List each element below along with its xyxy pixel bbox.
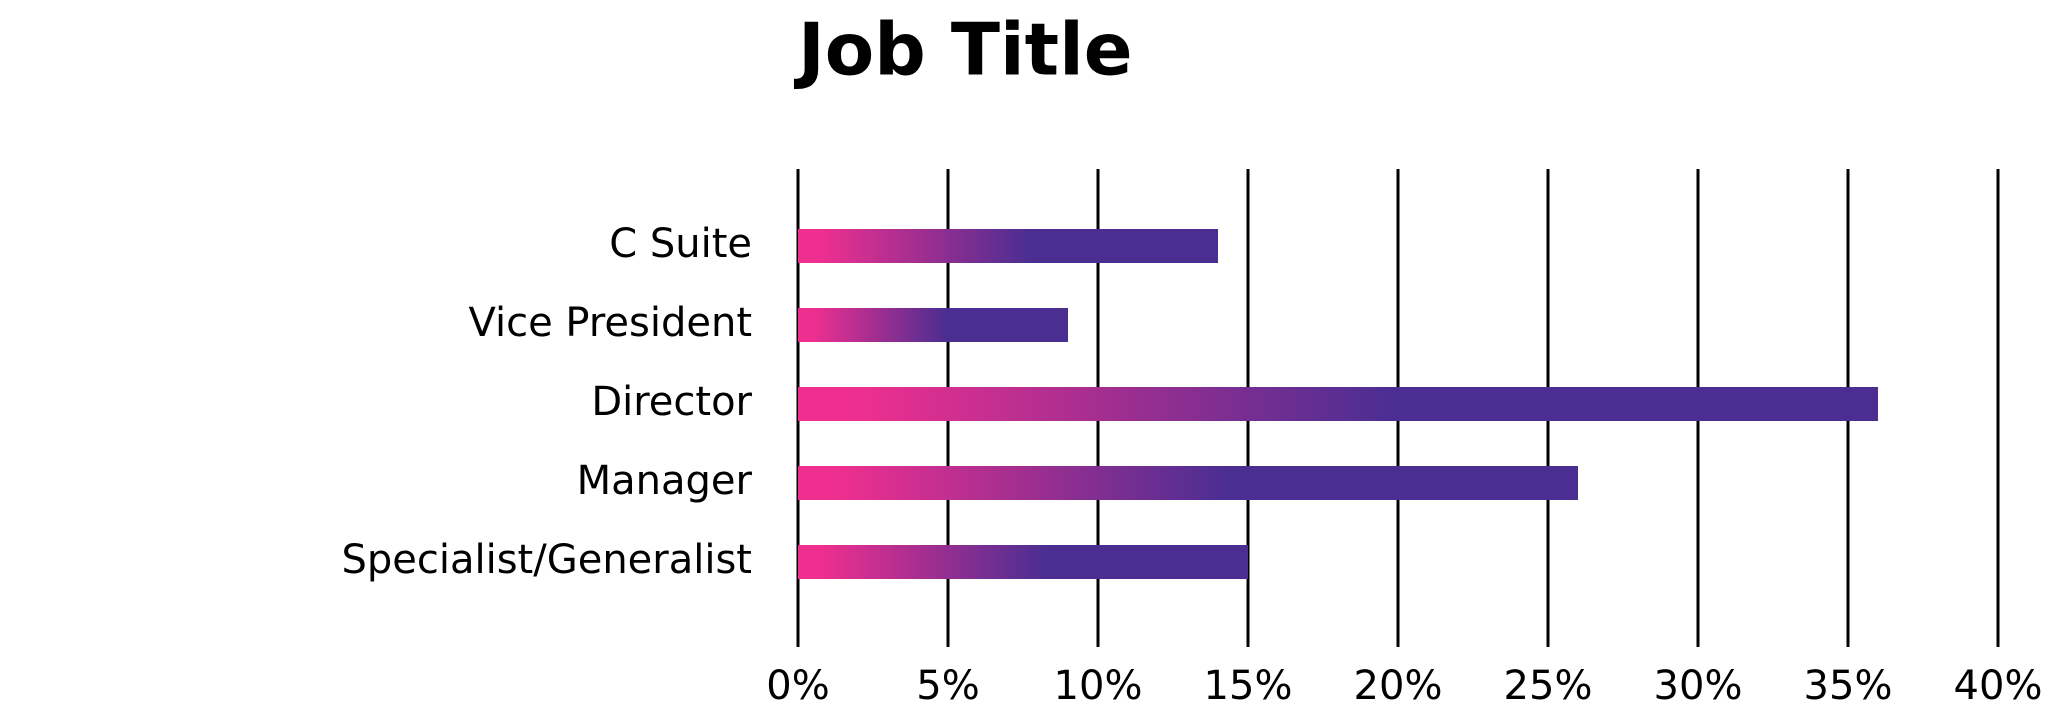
bar bbox=[798, 466, 1578, 500]
bar bbox=[798, 229, 1218, 263]
x-tick-label: 25% bbox=[1504, 663, 1593, 709]
y-tick-label: Director bbox=[591, 379, 752, 425]
y-tick-label: Specialist/Generalist bbox=[341, 537, 752, 583]
x-tick-label: 20% bbox=[1354, 663, 1443, 709]
y-tick-label: C Suite bbox=[609, 221, 752, 267]
x-tick-label: 35% bbox=[1804, 663, 1893, 709]
bar bbox=[798, 387, 1878, 421]
bar bbox=[798, 545, 1248, 579]
x-tick-label: 0% bbox=[766, 663, 829, 709]
y-tick-label: Manager bbox=[577, 458, 753, 504]
x-tick-label: 10% bbox=[1054, 663, 1143, 709]
y-tick-label: Vice President bbox=[469, 300, 753, 346]
chart-title: Job Title bbox=[793, 8, 1133, 92]
x-tick-label: 40% bbox=[1954, 663, 2043, 709]
x-tick-label: 15% bbox=[1204, 663, 1293, 709]
x-tick-label: 5% bbox=[916, 663, 979, 709]
bar bbox=[798, 308, 1068, 342]
x-tick-label: 30% bbox=[1654, 663, 1743, 709]
